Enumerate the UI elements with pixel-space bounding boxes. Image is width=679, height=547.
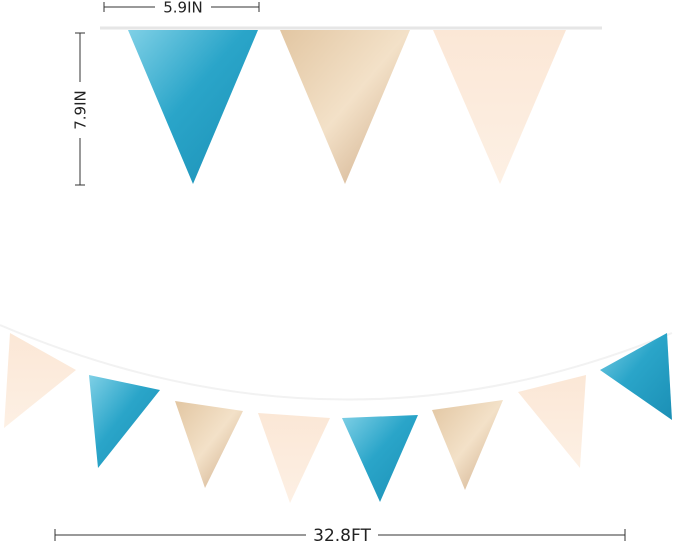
flag-cream bbox=[518, 375, 586, 468]
banner bbox=[0, 324, 673, 503]
height-label: 7.9IN bbox=[72, 90, 90, 130]
flag-cream bbox=[258, 413, 330, 503]
label-background bbox=[72, 82, 90, 138]
length-label: 32.8FT bbox=[313, 526, 371, 546]
length-dimension: 32.8FT bbox=[54, 526, 626, 546]
flag-blue bbox=[89, 375, 160, 468]
height-dimension: 7.9IN bbox=[72, 32, 90, 186]
flag-blue bbox=[342, 415, 418, 502]
flag-cream bbox=[4, 333, 76, 428]
flag-closeup bbox=[100, 26, 602, 184]
width-label: 5.9IN bbox=[163, 0, 203, 17]
width-dimension: 5.9IN bbox=[103, 0, 260, 17]
label-background bbox=[306, 526, 378, 544]
label-background bbox=[155, 0, 211, 14]
flag-blue bbox=[128, 30, 258, 184]
flag-gold bbox=[175, 401, 243, 488]
flag-blue bbox=[600, 333, 672, 420]
flag-cream bbox=[433, 30, 566, 184]
flag-gold bbox=[280, 30, 410, 184]
string bbox=[0, 324, 673, 401]
flag-gold bbox=[432, 400, 503, 490]
